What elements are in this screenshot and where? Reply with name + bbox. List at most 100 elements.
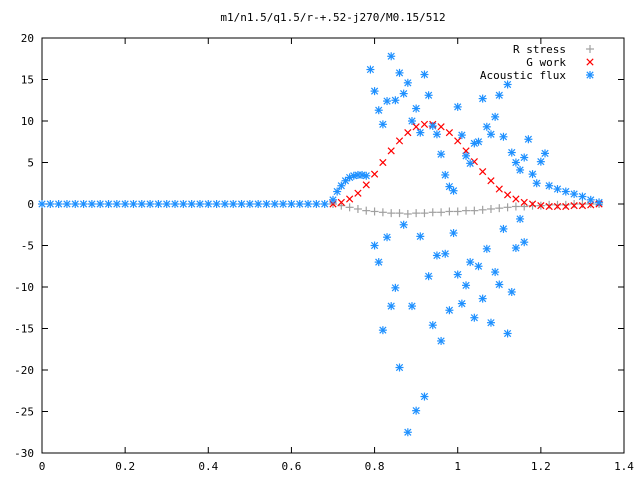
point-acoustic-flux [462, 281, 471, 290]
point-acoustic-flux [320, 200, 329, 208]
point-acoustic-flux [511, 158, 520, 167]
point-acoustic-flux [295, 200, 304, 208]
point-acoustic-flux [432, 251, 441, 260]
point-acoustic-flux [395, 363, 404, 372]
point-acoustic-flux [482, 244, 491, 253]
point-r-stress [495, 204, 504, 213]
point-g-work [503, 191, 512, 199]
point-g-work [570, 202, 578, 210]
point-acoustic-flux [370, 241, 379, 250]
point-acoustic-flux [279, 200, 288, 208]
point-acoustic-flux [179, 200, 188, 208]
x-tick-label: 0.2 [115, 460, 135, 473]
point-r-stress [470, 206, 479, 215]
point-acoustic-flux [391, 96, 400, 105]
legend-label-acoustic-flux: Acoustic flux [480, 69, 566, 82]
point-acoustic-flux [204, 200, 213, 208]
point-r-stress [578, 200, 587, 208]
point-acoustic-flux [195, 200, 204, 208]
point-acoustic-flux [71, 200, 80, 208]
point-acoustic-flux [378, 120, 387, 129]
point-r-stress [395, 209, 404, 218]
point-acoustic-flux [237, 200, 246, 208]
point-acoustic-flux [312, 200, 321, 208]
x-tick-label: 1.2 [531, 460, 551, 473]
point-acoustic-flux [407, 117, 416, 125]
x-tick-label: 0 [39, 460, 46, 473]
y-tick-label: -30 [14, 447, 34, 460]
point-acoustic-flux [507, 287, 516, 296]
chart-title: m1/n1.5/q1.5/r-+.52-j270/M0.15/512 [220, 11, 445, 24]
x-tick-label: 0.6 [281, 460, 301, 473]
point-r-stress [478, 205, 487, 214]
point-g-work [495, 185, 503, 193]
point-acoustic-flux [38, 200, 46, 208]
point-acoustic-flux [578, 192, 587, 201]
point-acoustic-flux [420, 392, 429, 401]
y-tick-label: -10 [14, 281, 34, 294]
point-acoustic-flux [366, 65, 375, 74]
point-acoustic-flux [507, 148, 516, 157]
y-tick-label: 20 [21, 32, 34, 45]
point-g-work [520, 198, 528, 206]
point-acoustic-flux [470, 313, 479, 322]
y-tick-label: 10 [21, 115, 34, 128]
point-acoustic-flux [491, 112, 500, 121]
point-acoustic-flux [129, 200, 138, 208]
point-acoustic-flux [220, 200, 229, 208]
point-acoustic-flux [495, 280, 504, 289]
point-acoustic-flux [270, 200, 279, 208]
point-g-work [528, 200, 537, 208]
legend-label-g-work: G work [526, 56, 566, 69]
point-g-work [487, 177, 495, 185]
point-acoustic-flux [466, 159, 475, 168]
point-acoustic-flux [121, 200, 130, 208]
point-acoustic-flux [457, 299, 466, 308]
point-acoustic-flux [245, 200, 254, 208]
point-acoustic-flux [304, 200, 313, 208]
point-acoustic-flux [383, 233, 392, 242]
y-tick-label: -20 [14, 364, 34, 377]
point-r-stress [511, 202, 520, 211]
point-r-stress [420, 209, 429, 218]
point-acoustic-flux [96, 200, 105, 208]
point-r-stress [561, 200, 570, 209]
point-acoustic-flux [437, 336, 446, 345]
point-g-work [354, 189, 362, 197]
x-tick-label: 0.4 [198, 460, 218, 473]
point-acoustic-flux [378, 326, 387, 335]
legend-label-r-stress: R stress [513, 43, 566, 56]
point-g-work [512, 195, 520, 203]
point-acoustic-flux [333, 187, 342, 196]
point-acoustic-flux [403, 78, 412, 87]
point-acoustic-flux [54, 200, 63, 208]
series-r-stress [329, 200, 604, 218]
point-acoustic-flux [262, 200, 271, 208]
point-g-work [578, 202, 587, 210]
legend-marker-g-work [586, 58, 594, 66]
point-acoustic-flux [449, 229, 458, 238]
point-r-stress [570, 200, 579, 208]
point-acoustic-flux [520, 153, 529, 162]
point-r-stress [528, 201, 537, 210]
point-acoustic-flux [353, 170, 362, 179]
point-acoustic-flux [412, 406, 421, 415]
point-r-stress [387, 209, 396, 218]
point-acoustic-flux [254, 200, 263, 208]
point-acoustic-flux [491, 268, 500, 277]
point-g-work [404, 128, 412, 137]
point-acoustic-flux [212, 200, 221, 208]
point-acoustic-flux [570, 190, 579, 199]
point-acoustic-flux [428, 121, 437, 130]
point-acoustic-flux [374, 106, 383, 115]
point-acoustic-flux [482, 122, 491, 131]
point-g-work [412, 123, 420, 131]
point-acoustic-flux [87, 200, 96, 208]
x-tick-label: 1.4 [614, 460, 634, 473]
point-g-work [379, 158, 387, 167]
point-acoustic-flux [370, 87, 379, 96]
point-g-work [553, 202, 562, 211]
point-acoustic-flux [112, 200, 121, 208]
point-acoustic-flux [420, 70, 429, 79]
